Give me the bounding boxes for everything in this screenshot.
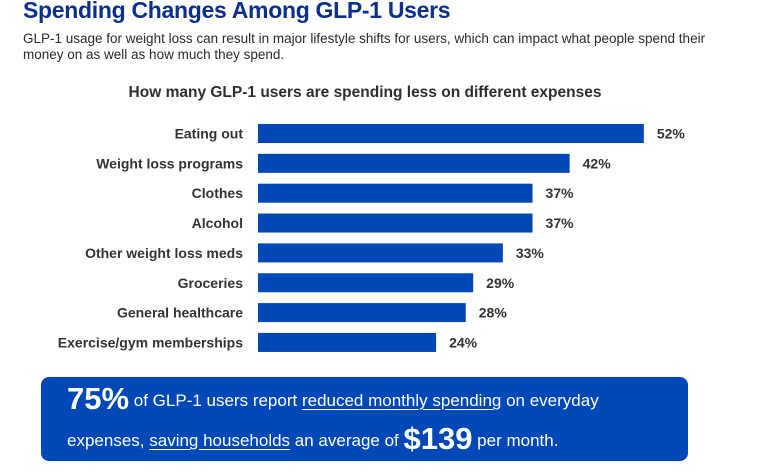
- callout-text: of GLP-1 users report: [129, 391, 302, 410]
- category-label: Weight loss programs: [96, 155, 243, 171]
- bar-chart: Eating out 52% Weight loss programs 42% Clot…: [58, 124, 686, 352]
- category-label: Other weight loss meds: [85, 245, 243, 261]
- bar: [258, 303, 466, 323]
- category-label: Exercise/gym memberships: [58, 334, 243, 350]
- bar: [258, 183, 533, 203]
- bar: [258, 213, 533, 233]
- bar: [258, 124, 644, 143]
- bar: [258, 273, 474, 293]
- callout-link-saving-households[interactable]: saving households: [149, 431, 291, 450]
- value-label: 24%: [449, 334, 478, 350]
- value-label: 33%: [516, 245, 545, 261]
- category-label: Alcohol: [192, 215, 243, 231]
- summary-callout: 75% of GLP-1 users report reduced monthl…: [41, 377, 688, 461]
- callout-link-reduced-spending[interactable]: reduced monthly spending: [301, 391, 502, 410]
- value-label: 29%: [486, 275, 515, 291]
- callout-line-1: 75% of GLP-1 users report reduced monthl…: [67, 381, 599, 417]
- callout-text: an average of: [290, 431, 404, 450]
- bar: [258, 153, 570, 173]
- callout-stat: 75%: [67, 381, 130, 416]
- bar: [258, 332, 437, 352]
- category-label: General healthcare: [117, 305, 243, 321]
- category-label: Clothes: [192, 185, 244, 201]
- value-label: 37%: [546, 215, 575, 231]
- page-subtitle: GLP-1 usage for weight loss can result i…: [23, 31, 706, 62]
- callout-line-2: expenses, saving households an average o…: [67, 421, 558, 457]
- chart-title: How many GLP-1 users are spending less o…: [128, 84, 602, 101]
- callout-text: expenses,: [67, 431, 150, 450]
- page-title: Spending Changes Among GLP-1 Users: [23, 0, 451, 23]
- category-label: Eating out: [175, 126, 244, 142]
- value-label: 28%: [479, 305, 508, 321]
- callout-amount: $139: [403, 421, 473, 456]
- value-label: 42%: [583, 155, 612, 171]
- callout-text: on everyday: [501, 391, 599, 410]
- category-label: Groceries: [178, 275, 244, 291]
- value-label: 52%: [657, 126, 686, 142]
- value-label: 37%: [546, 185, 575, 201]
- bar: [258, 243, 503, 263]
- callout-text: per month.: [472, 431, 559, 450]
